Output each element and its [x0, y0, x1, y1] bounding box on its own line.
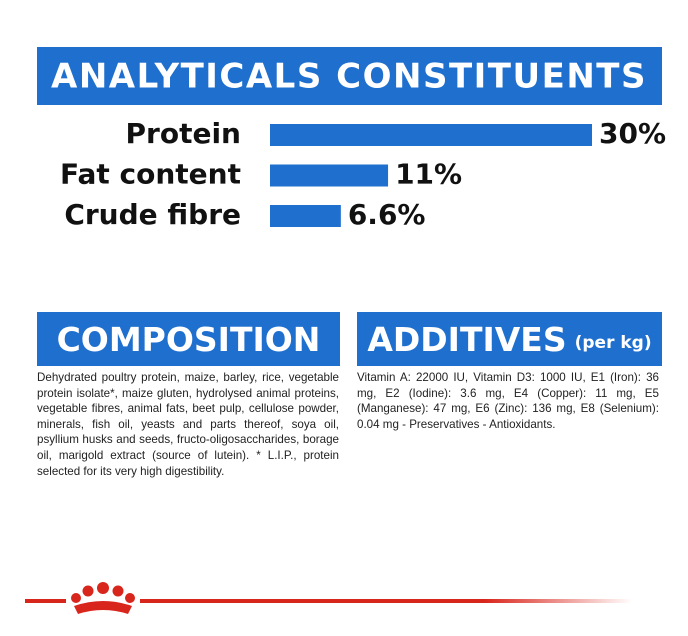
bar — [270, 164, 389, 187]
footer-line — [140, 599, 632, 603]
additives-unit: (per kg) — [574, 333, 652, 353]
category-label: Protein — [126, 117, 241, 150]
composition-band: COMPOSITION — [37, 312, 340, 366]
category-label: Fat content — [60, 158, 241, 191]
value-label: 11% — [395, 158, 462, 191]
additives-text: Vitamin A: 22000 IU, Vitamin D3: 1000 IU… — [357, 371, 659, 431]
bar — [270, 124, 592, 146]
additives-title: ADDITIVES — [367, 319, 567, 359]
value-label: 6.6% — [348, 198, 426, 231]
logo — [71, 582, 135, 614]
value-label: 30% — [599, 117, 666, 150]
composition-text: Dehydrated poultry protein, maize, barle… — [37, 371, 339, 478]
additives-band: ADDITIVES (per kg) — [357, 312, 662, 366]
category-label: Crude fibre — [64, 198, 241, 231]
title-band — [37, 47, 662, 105]
chart-title: ANALYTICALS CONSTITUENTS — [51, 57, 647, 97]
composition-title: COMPOSITION — [56, 319, 321, 359]
bar — [270, 205, 341, 227]
